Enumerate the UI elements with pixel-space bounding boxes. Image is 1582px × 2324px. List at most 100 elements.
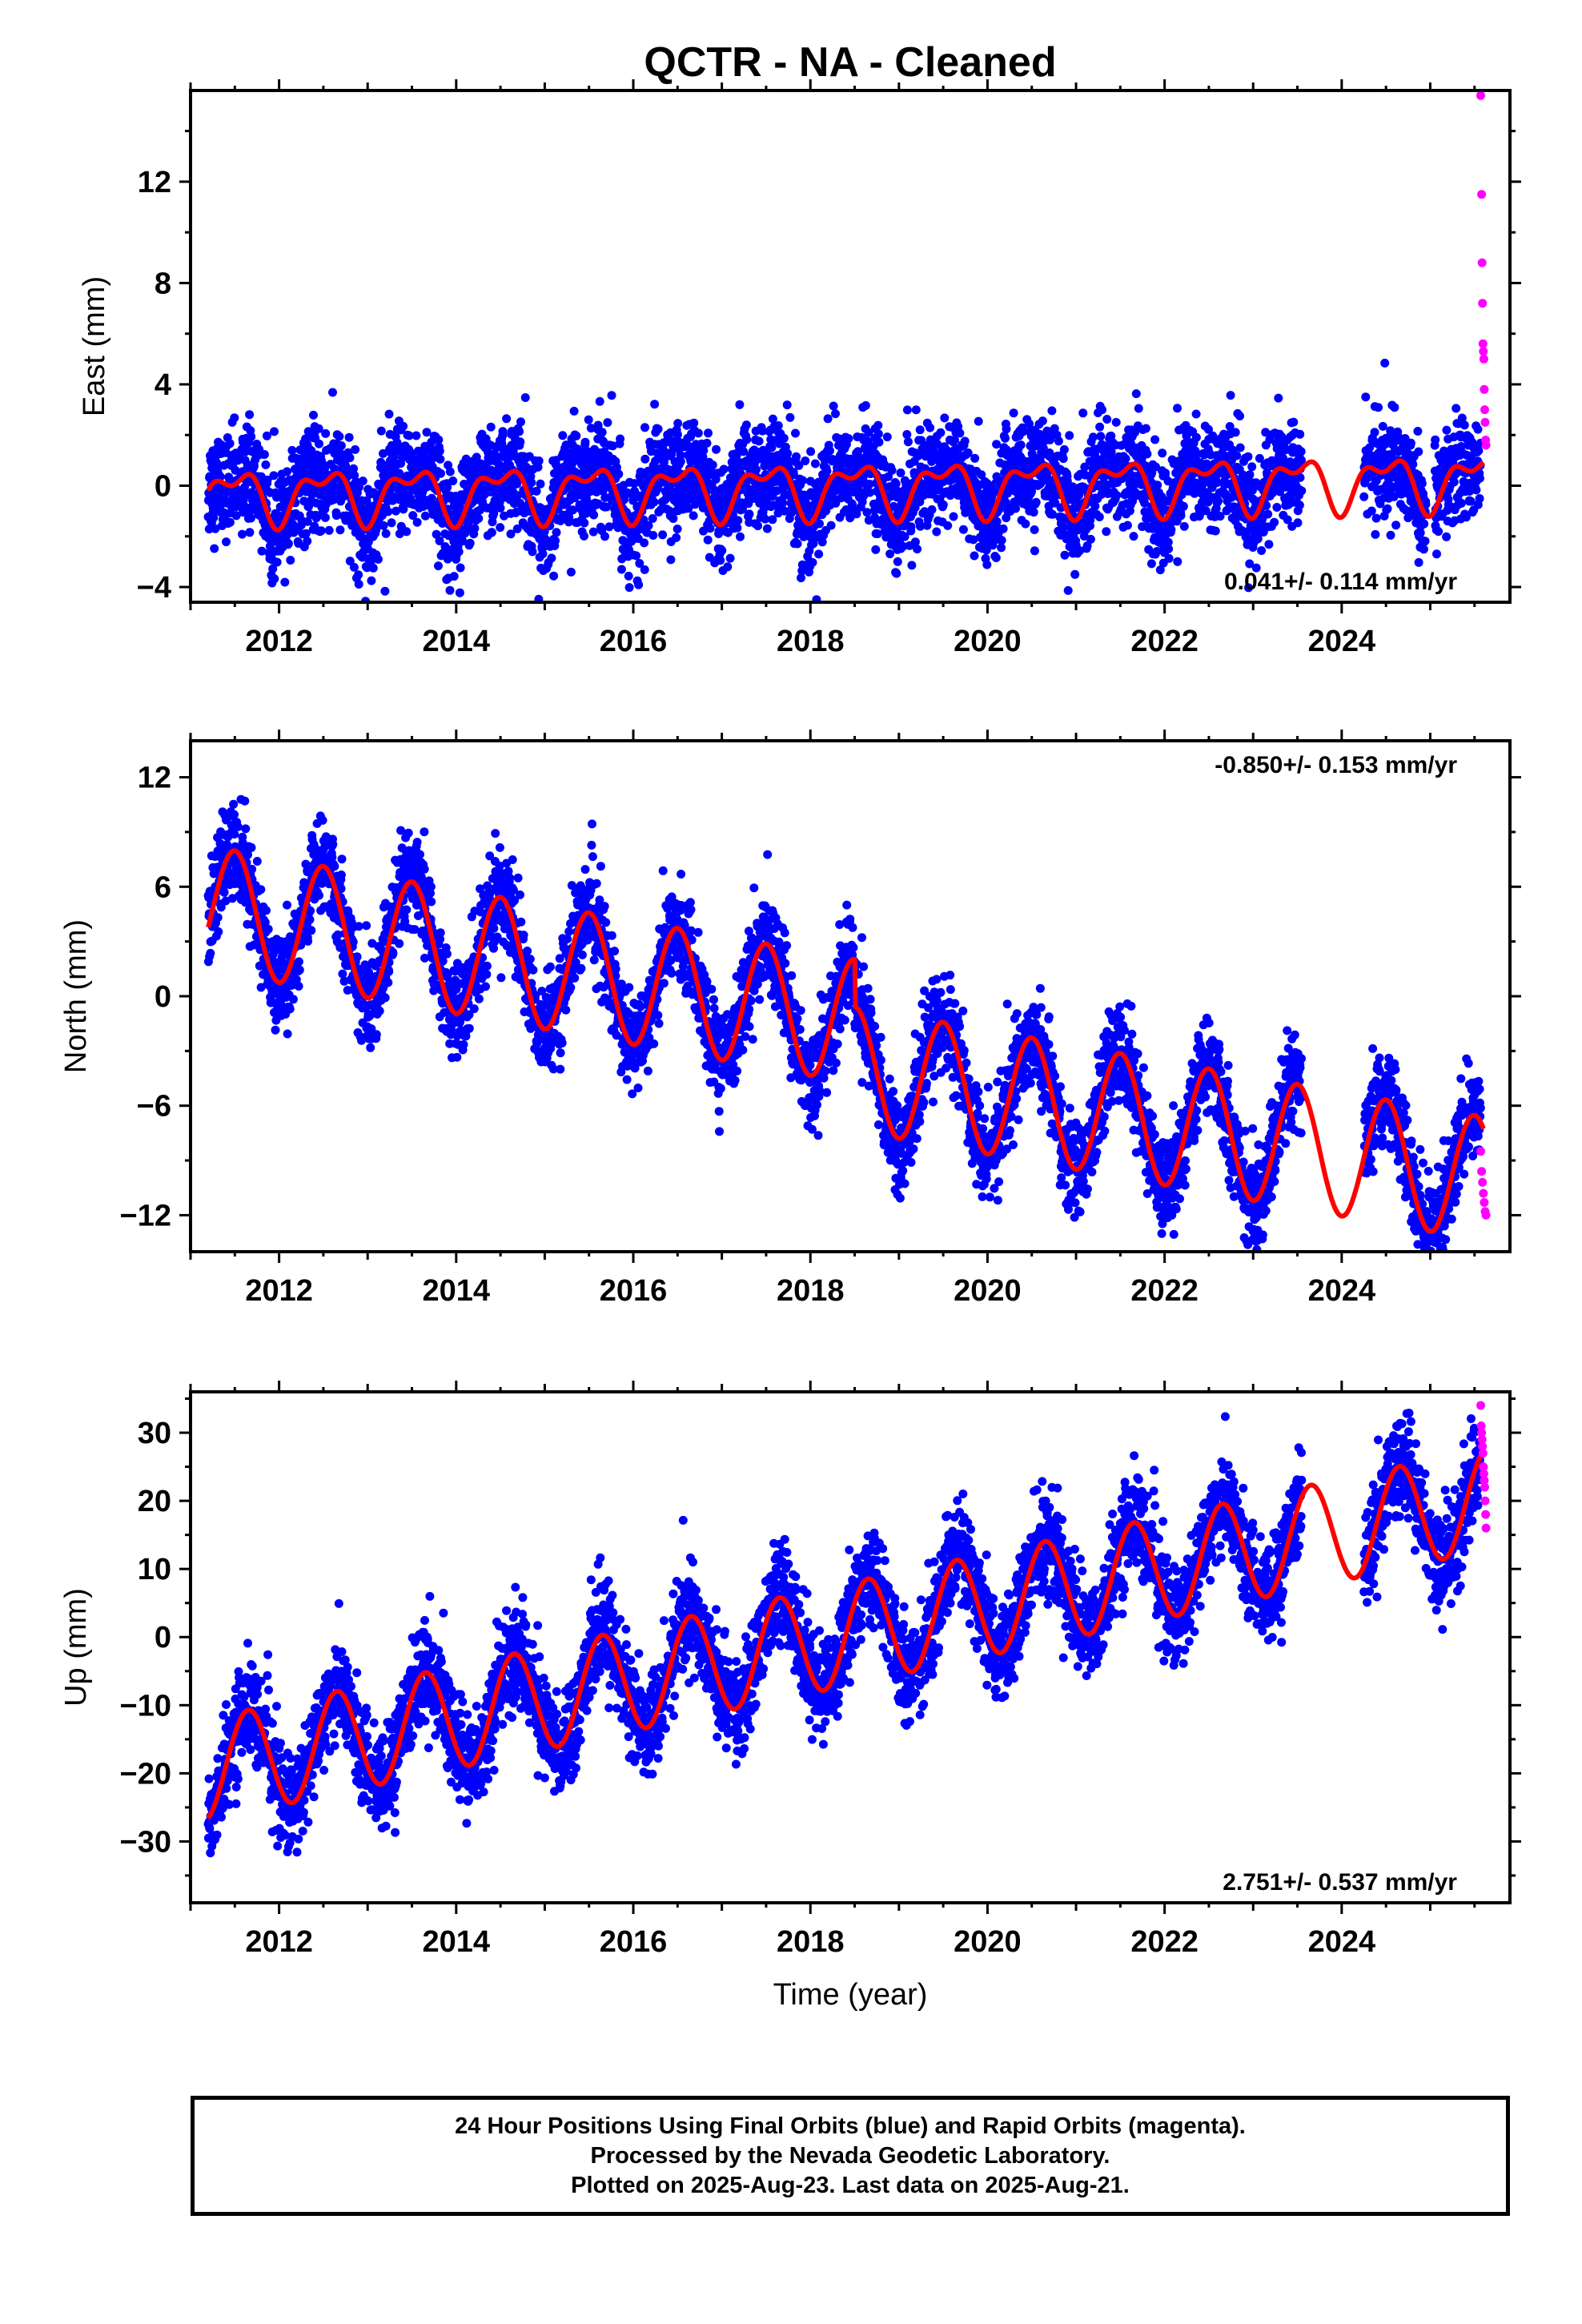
east-data-point	[640, 538, 649, 548]
east-data-point	[632, 551, 641, 561]
east-data-point	[1390, 403, 1399, 412]
east-data-point	[950, 436, 959, 444]
east-data-point	[1293, 518, 1303, 528]
east-y-axis-label: East (mm)	[78, 276, 111, 416]
east-data-point	[970, 551, 979, 561]
east-data-point	[498, 427, 508, 436]
east-data-point	[998, 524, 1008, 533]
east-data-point	[862, 508, 872, 517]
east-rapid-point	[1480, 405, 1489, 415]
east-data-point	[404, 431, 414, 440]
east-data-point	[445, 585, 455, 595]
east-data-point	[230, 413, 239, 423]
east-data-point	[792, 452, 801, 461]
east-data-point	[1059, 444, 1069, 454]
east-data-point	[435, 536, 444, 545]
east-data-point	[1031, 497, 1041, 507]
east-data-point	[1153, 480, 1162, 490]
east-data-point	[735, 400, 745, 409]
east-data-point	[520, 393, 530, 402]
east-data-point	[794, 460, 804, 470]
east-data-point	[741, 420, 751, 430]
east-data-point	[1235, 412, 1245, 420]
east-data-point	[689, 511, 698, 521]
east-data-point	[320, 513, 330, 522]
east-data-point	[1070, 569, 1080, 579]
east-data-point	[1086, 534, 1095, 544]
east-data-point	[797, 573, 805, 583]
east-data-point	[992, 517, 1002, 526]
east-data-point	[902, 405, 912, 415]
east-data-point	[1253, 534, 1263, 544]
east-data-point	[992, 440, 1002, 449]
east-final-orbit-points	[203, 358, 1485, 602]
east-data-point	[815, 519, 824, 529]
east-data-point	[936, 428, 946, 437]
east-data-point	[673, 525, 682, 533]
east-data-point	[1417, 479, 1427, 489]
east-data-point	[516, 417, 525, 427]
east-data-point	[1374, 403, 1383, 412]
east-data-point	[783, 448, 793, 458]
east-data-point	[602, 502, 612, 512]
east-data-point	[1414, 447, 1423, 456]
east-data-point	[1386, 530, 1395, 540]
east-data-point	[974, 416, 983, 426]
east-data-point	[445, 467, 455, 476]
east-data-point	[1075, 546, 1085, 556]
east-data-point	[261, 460, 271, 469]
east-data-point	[725, 553, 735, 563]
east-data-point	[580, 531, 588, 541]
north-data-point	[216, 903, 226, 912]
east-data-point	[1029, 508, 1038, 517]
east-data-point	[257, 546, 267, 556]
east-data-point	[1173, 557, 1182, 566]
east-data-point	[1461, 513, 1471, 522]
east-data-point	[1452, 404, 1461, 413]
east-data-point	[1244, 583, 1253, 593]
east-data-point	[704, 428, 713, 438]
east-data-point	[1415, 528, 1425, 537]
east-data-point	[768, 414, 777, 424]
east-data-point	[1038, 444, 1048, 452]
east-data-point	[341, 460, 350, 470]
east-data-point	[785, 412, 795, 422]
east-data-point	[496, 503, 505, 513]
east-data-point	[1038, 416, 1047, 426]
east-data-point	[1131, 389, 1141, 399]
east-data-point	[1009, 408, 1018, 418]
east-data-point	[954, 422, 963, 432]
north-data-point	[263, 924, 273, 934]
east-data-point	[597, 428, 607, 437]
east-data-point	[1191, 432, 1201, 442]
east-data-point	[977, 470, 986, 480]
east-data-point	[864, 428, 873, 437]
north-data-point	[271, 1025, 280, 1035]
north-data-point	[240, 796, 250, 806]
east-data-point	[893, 557, 902, 566]
east-data-point	[474, 513, 484, 523]
east-data-point	[210, 544, 219, 553]
east-data-point	[873, 429, 883, 439]
east-data-point	[384, 409, 394, 419]
east-data-point	[376, 426, 386, 436]
east-data-point	[699, 446, 709, 455]
east-data-point	[717, 546, 727, 555]
east-data-point	[512, 524, 522, 533]
east-data-point	[865, 488, 874, 497]
east-x-tick-label: 2022	[1130, 625, 1199, 658]
east-data-point	[1021, 519, 1030, 529]
east-data-point	[1158, 448, 1167, 458]
east-data-point	[329, 494, 339, 504]
east-data-point	[932, 527, 942, 537]
east-data-point	[702, 438, 712, 448]
east-data-point	[436, 468, 445, 478]
east-data-point	[1383, 504, 1392, 513]
east-data-point	[1179, 521, 1189, 531]
east-data-point	[336, 441, 346, 450]
east-data-point	[982, 560, 992, 569]
east-data-point	[534, 456, 544, 465]
east-data-point	[943, 521, 953, 530]
east-data-point	[955, 428, 965, 438]
